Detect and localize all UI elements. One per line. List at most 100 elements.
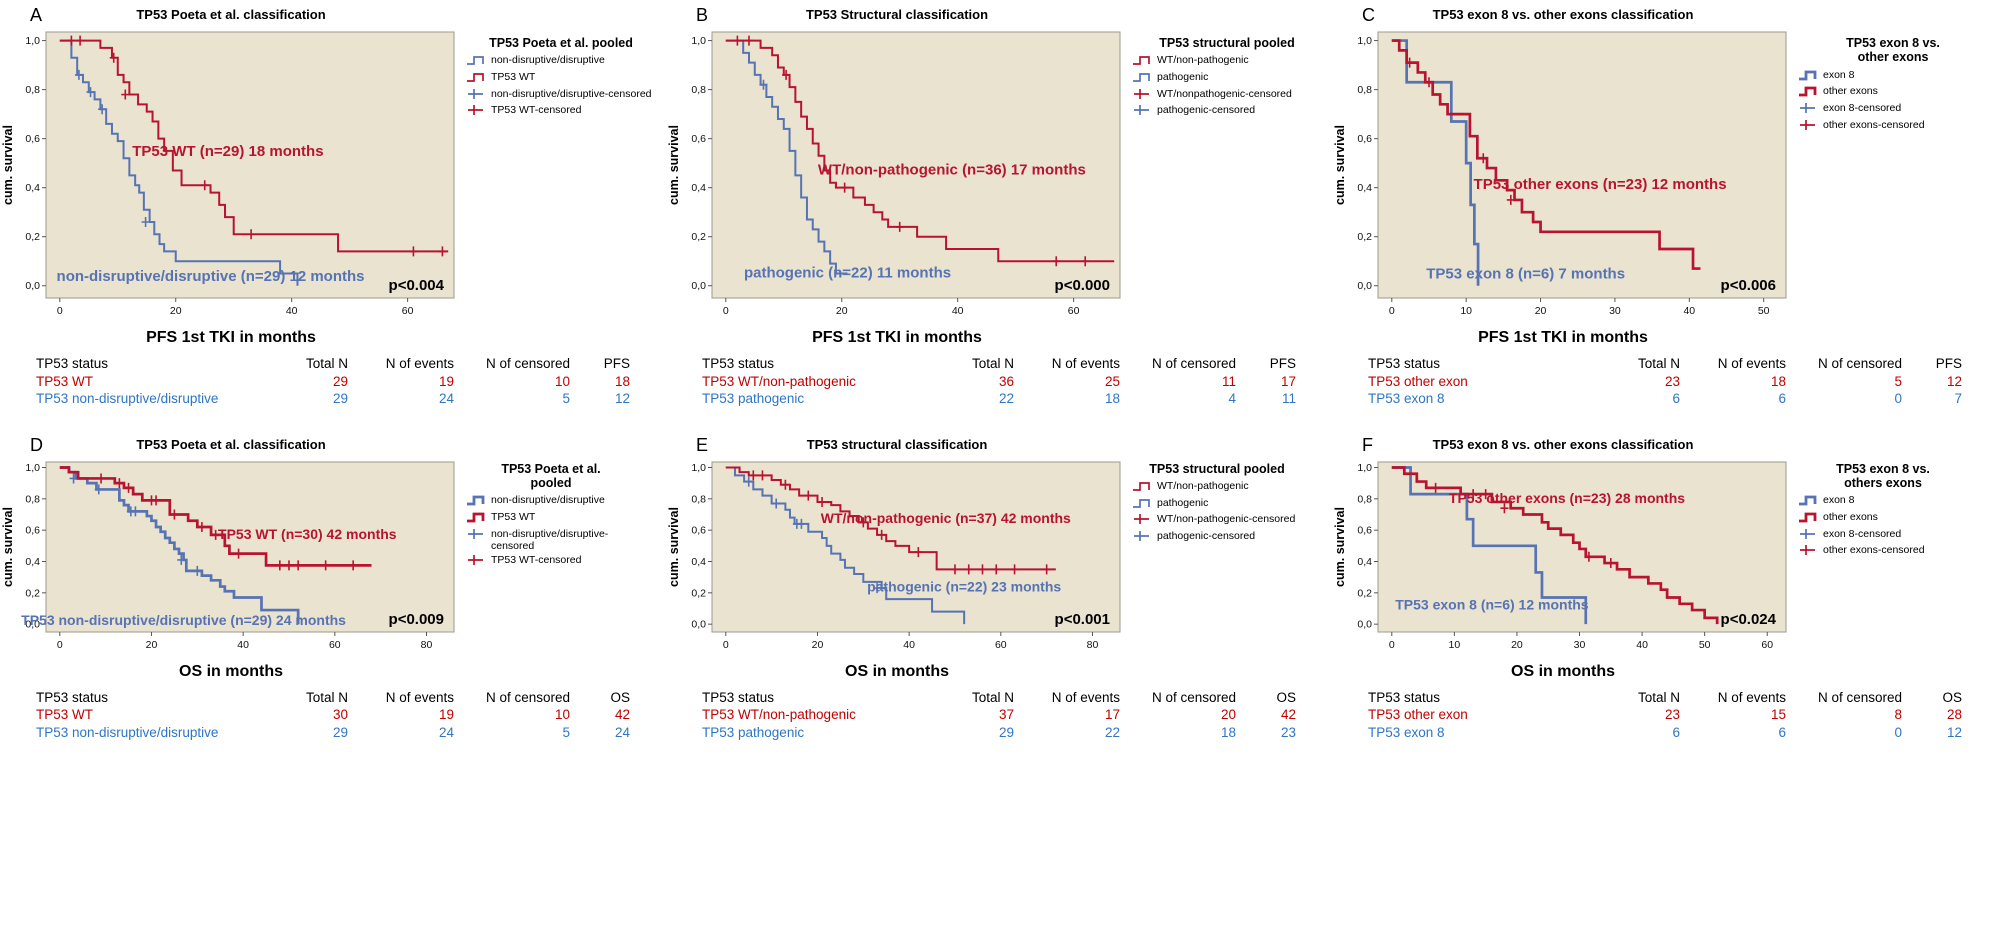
svg-text:0,4: 0,4	[25, 182, 40, 194]
red-censor-cross-icon	[1132, 88, 1155, 104]
x-axis-title: PFS 1st TKI in months	[146, 329, 316, 346]
cell-status: TP53 pathogenic	[702, 391, 805, 407]
cell-endpoint: 11	[1281, 391, 1296, 407]
col-header-censored: N of censored	[1151, 689, 1236, 705]
legend-item: exon 8	[1798, 494, 1972, 510]
svg-text:0,6: 0,6	[1357, 524, 1372, 536]
red-censor-cross-icon	[1132, 513, 1155, 529]
svg-text:0,0: 0,0	[1357, 618, 1372, 630]
cell-status: TP53 WT	[36, 373, 94, 389]
legend-item: non-disruptive/disruptive	[466, 494, 640, 510]
svg-text:0,2: 0,2	[25, 587, 40, 599]
cell-status: TP53 exon 8	[1368, 391, 1445, 407]
legend-item: non-disruptive/disruptive	[466, 54, 660, 70]
svg-text:40: 40	[903, 639, 915, 651]
cell-endpoint: 12	[1946, 724, 1962, 740]
table-row: TP53 pathogenic 22 18 4 11	[700, 390, 1298, 408]
legend-box: TP53 structural pooled WT/non-pathogenic…	[1128, 462, 1306, 547]
cell-status: TP53 WT/non-pathogenic	[702, 373, 856, 389]
chart-title: TP53 Poeta et al. classification	[136, 436, 326, 452]
svg-text:p<0.001: p<0.001	[1055, 611, 1110, 628]
legend-item-label: other exons	[1823, 85, 1878, 98]
svg-text:0,0: 0,0	[25, 280, 40, 292]
legend-item-label: pathogenic	[1157, 70, 1209, 83]
svg-text:40: 40	[286, 305, 298, 317]
legend-box: TP53 Poeta et al. pooled non-disruptive/…	[462, 36, 660, 121]
col-header-total-n: Total N	[971, 356, 1014, 371]
km-plot: 0,0 0,2 0,4 0,6 0,8 1,0 0 10 20 30 40 50 cum. surviv…	[1333, 31, 1787, 317]
svg-text:0,2: 0,2	[691, 587, 706, 599]
svg-text:0,8: 0,8	[1357, 493, 1372, 505]
stats-header-row: TP53 status Total N N of events N of cen…	[34, 355, 632, 373]
legend-item-label: TP53 WT	[491, 70, 536, 83]
legend-items: WT/non-pathogenic pathogenic WT/non-path…	[1128, 480, 1306, 545]
table-row: TP53 WT 29 19 10 18	[34, 373, 632, 391]
svg-text:0,6: 0,6	[25, 524, 40, 536]
svg-text:cum. survival: cum. survival	[1, 125, 15, 205]
blue-censor-cross-icon	[1132, 104, 1155, 120]
red-step-line-icon	[1798, 85, 1821, 101]
legend-item-label: TP53 WT	[491, 510, 536, 523]
col-header-events: N of events	[1051, 689, 1120, 705]
svg-text:p<0.009: p<0.009	[389, 611, 444, 628]
cell-status: TP53 WT/non-pathogenic	[702, 707, 856, 723]
svg-text:cum. survival: cum. survival	[667, 507, 681, 587]
svg-text:50: 50	[1758, 305, 1770, 317]
panel-head: D TP53 Poeta et al. classification	[0, 432, 666, 454]
panel-letter: A	[30, 5, 43, 25]
blue-step-line-icon	[1798, 494, 1821, 510]
red-censor-cross-icon	[466, 554, 489, 570]
col-header-total-n: Total N	[305, 689, 348, 705]
svg-text:30: 30	[1609, 305, 1621, 317]
svg-text:40: 40	[952, 305, 964, 317]
svg-text:pathogenic (n=22) 11 months: pathogenic (n=22) 11 months	[744, 264, 951, 281]
col-header-total-n: Total N	[971, 689, 1014, 705]
cell-events: 24	[438, 391, 454, 407]
table-row: TP53 other exon 23 18 5 12	[1366, 373, 1964, 391]
stats-table: TP53 status Total N N of events N of cen…	[1366, 355, 1964, 408]
table-row: TP53 WT 30 19 10 42	[34, 706, 632, 724]
legend-items: non-disruptive/disruptive TP53 WT non-di…	[462, 494, 640, 569]
km-plot: 0,0 0,2 0,4 0,6 0,8 1,0 0 20 40 60 cum. survival WT…	[667, 31, 1121, 317]
chart-title: TP53 exon 8 vs. other exons classificati…	[1432, 7, 1694, 22]
col-header-total-n: Total N	[1637, 689, 1680, 705]
legend-item: other exons-censored	[1798, 119, 1992, 135]
km-plot: 0,0 0,2 0,4 0,6 0,8 1,0 0 20 40 60 80 cum. survival…	[667, 461, 1121, 651]
cell-events: 6	[1778, 391, 1786, 407]
col-header-endpoint: OS	[610, 689, 630, 705]
svg-text:0,2: 0,2	[1357, 231, 1372, 243]
svg-text:1,0: 1,0	[691, 35, 706, 47]
svg-text:p<0.024: p<0.024	[1721, 611, 1777, 628]
cell-endpoint: 12	[1946, 373, 1962, 389]
legend-item: TP53 WT-censored	[466, 554, 640, 570]
svg-text:20: 20	[1535, 305, 1547, 317]
svg-text:0: 0	[1389, 639, 1395, 651]
km-panel-b: B TP53 Structural classification 0,0 0,2 0…	[666, 2, 1332, 408]
legend-box: TP53 Poeta et al. pooled non-disruptive/…	[462, 462, 640, 571]
cell-events: 25	[1104, 373, 1120, 389]
panel-letter: E	[696, 434, 709, 455]
legend-item: non-disruptive/disruptive-censored	[466, 88, 660, 104]
cell-censored: 4	[1228, 391, 1236, 407]
legend-item: pathogenic-censored	[1132, 530, 1306, 546]
svg-text:0: 0	[57, 639, 63, 651]
cell-endpoint: 42	[614, 707, 630, 723]
km-panel-e: E TP53 structural classification 0,0 0,2 0…	[666, 432, 1332, 742]
legend-item: non-disruptive/disruptive-censored	[466, 528, 640, 553]
col-header-censored: N of censored	[1151, 356, 1236, 371]
table-row: TP53 exon 8 6 6 0 7	[1366, 390, 1964, 408]
km-panel-d: D TP53 Poeta et al. classification 0,0 0,…	[0, 432, 666, 742]
blue-censor-cross-icon	[466, 88, 489, 104]
legend-item: pathogenic	[1132, 71, 1326, 87]
cell-events: 19	[438, 707, 454, 723]
cell-total-n: 6	[1672, 391, 1680, 407]
table-row: TP53 WT/non-pathogenic 37 17 20 42	[700, 706, 1298, 724]
cell-total-n: 29	[998, 724, 1014, 740]
cell-events: 6	[1778, 724, 1786, 740]
cell-status: TP53 non-disruptive/disruptive	[36, 391, 219, 407]
panel-body: 0,0 0,2 0,4 0,6 0,8 1,0 0 20 40 60 80 cum. survival…	[666, 454, 1332, 660]
cell-censored: 5	[562, 391, 570, 407]
legend-title: TP53 exon 8 vs. others exons	[1836, 461, 1930, 491]
legend-item: other exons-censored	[1798, 544, 1972, 560]
legend-item-label: non-disruptive/disruptive-censored	[491, 527, 609, 553]
